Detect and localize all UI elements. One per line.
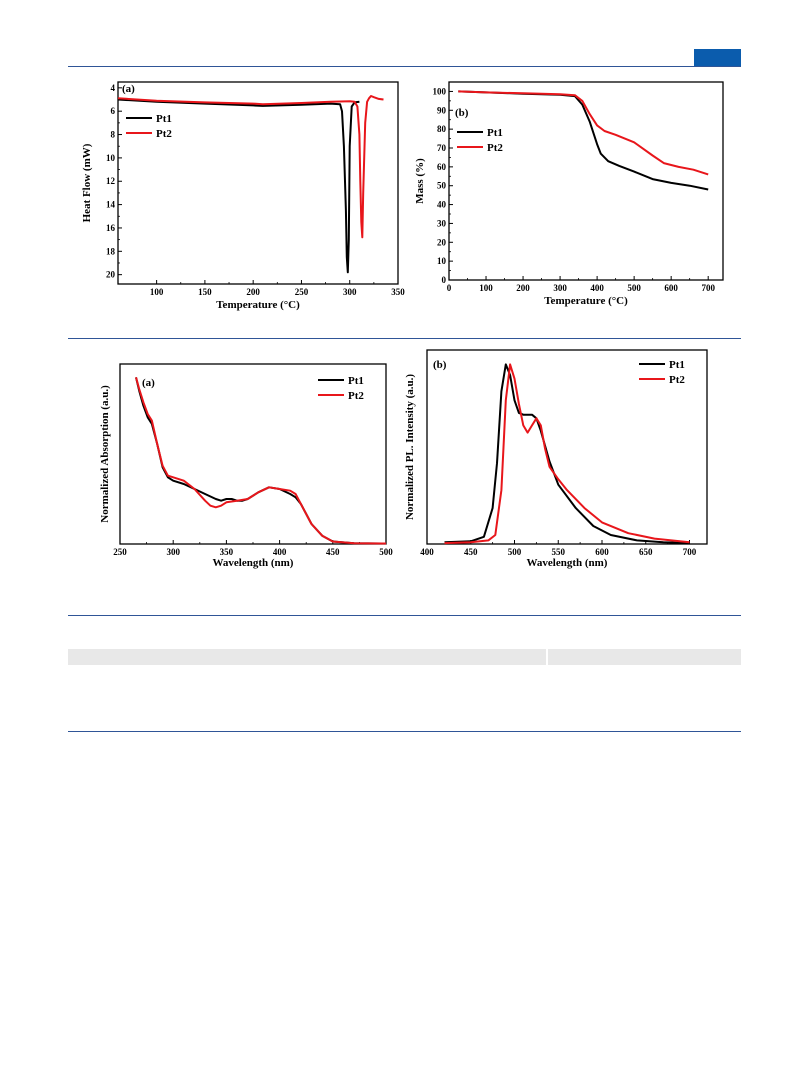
series-line-pt1: [135, 377, 387, 545]
x-tick-label: 350: [391, 287, 405, 297]
plot-frame: [117, 81, 399, 285]
y-tick-label: 16: [106, 223, 116, 233]
y-axis-label: Heat Flow (mW): [81, 143, 93, 222]
x-axis-label: Wavelength (nm): [527, 557, 608, 569]
y-axis-label: Mass (%): [414, 158, 426, 204]
x-tick-label: 450: [464, 547, 478, 557]
legend-label-pt1: Pt1: [669, 359, 685, 371]
y-tick-label: 0: [442, 275, 447, 285]
legend-label-pt2: Pt2: [669, 374, 685, 386]
x-tick-label: 500: [508, 547, 522, 557]
figure-tga: 0 100 200 300 400 500 600 700 0 10 20 30 40 50 60 70 80 9…: [413, 78, 733, 310]
table-bottom-rule: [68, 731, 741, 732]
y-tick-label: 14: [106, 200, 116, 210]
table-header-band: [68, 649, 741, 665]
tga-chart: 0 100 200 300 400 500 600 700 0 10 20 30 40 50 60 70 80 9…: [414, 81, 724, 307]
absorption-chart: 250 300 350 400 450 500 Wavelength (nm) Normali…: [99, 363, 393, 569]
panel-label: (a): [142, 377, 155, 389]
panel-label: (b): [455, 107, 469, 119]
y-tick-label: 10: [437, 256, 447, 266]
x-tick-label: 350: [220, 547, 234, 557]
y-tick-label: 12: [106, 176, 116, 186]
x-tick-label: 500: [379, 547, 393, 557]
plot-frame: [448, 81, 724, 281]
series-line-pt2: [444, 363, 690, 545]
x-tick-label: 0: [447, 283, 452, 293]
x-tick-label: 100: [150, 287, 164, 297]
y-tick-label: 40: [437, 200, 447, 210]
x-tick-label: 700: [683, 547, 697, 557]
x-tick-label: 250: [113, 547, 127, 557]
dsc-chart: 100 150 200 250 300 350 4 6 8 10 12 14 16 18 20 Tempera…: [81, 81, 405, 311]
x-tick-label: 400: [273, 547, 287, 557]
x-axis-label: Wavelength (nm): [213, 557, 294, 569]
x-tick-label: 300: [553, 283, 567, 293]
x-tick-label: 100: [479, 283, 493, 293]
legend-label-pt2: Pt2: [156, 128, 172, 140]
y-axis-label: Normalized PL. Intensity (a.u.): [404, 374, 416, 520]
x-tick-label: 150: [198, 287, 212, 297]
y-tick-label: 50: [437, 181, 447, 191]
y-tick-label: 18: [106, 246, 116, 256]
y-tick-label: 100: [433, 86, 447, 96]
y-tick-label: 70: [437, 143, 447, 153]
x-tick-label: 700: [701, 283, 715, 293]
y-tick-label: 30: [437, 218, 447, 228]
x-tick-label: 200: [246, 287, 260, 297]
figure-photoluminescence: 400 450 500 550 600 650 700 Wavelength (nm) Norm…: [404, 346, 715, 570]
y-tick-label: 8: [111, 130, 116, 140]
section-rule: [68, 338, 741, 339]
x-tick-label: 400: [420, 547, 434, 557]
series-line-pt2: [458, 90, 709, 176]
y-tick-label: 80: [437, 124, 447, 134]
x-tick-label: 650: [639, 547, 653, 557]
x-axis-label: Temperature (°C): [544, 295, 628, 307]
x-tick-label: 450: [326, 547, 340, 557]
x-tick-label: 200: [516, 283, 530, 293]
y-tick-label: 6: [111, 106, 116, 116]
x-tick-label: 400: [590, 283, 604, 293]
legend-label-pt1: Pt1: [156, 113, 172, 125]
series-line-pt1: [117, 98, 360, 274]
table-column-separator: [546, 649, 548, 665]
photoluminescence-chart: 400 450 500 550 600 650 700 Wavelength (nm) Norm…: [404, 349, 708, 569]
figure-dsc: 100 150 200 250 300 350 4 6 8 10 12 14 16 18 20 Tempera…: [80, 78, 405, 311]
panel-label: (a): [122, 83, 135, 95]
series-line-pt2: [117, 95, 384, 239]
legend-label-pt2: Pt2: [348, 390, 364, 402]
panel-label: (b): [433, 359, 447, 371]
header-rule: [68, 66, 741, 67]
x-tick-label: 300: [343, 287, 357, 297]
series-line-pt1: [444, 363, 690, 545]
legend-label-pt2: Pt2: [487, 142, 503, 154]
legend-label-pt1: Pt1: [348, 375, 364, 387]
x-tick-label: 600: [664, 283, 678, 293]
y-tick-label: 60: [437, 162, 447, 172]
y-tick-label: 90: [437, 105, 447, 115]
x-tick-label: 550: [552, 547, 566, 557]
x-tick-label: 500: [627, 283, 641, 293]
y-axis-label: Normalized Absorption (a.u.): [99, 385, 111, 523]
header-badge: [694, 49, 741, 66]
y-tick-label: 20: [106, 270, 116, 280]
y-tick-label: 10: [106, 153, 116, 163]
x-axis-label: Temperature (°C): [216, 299, 300, 311]
x-tick-label: 300: [166, 547, 180, 557]
y-tick-label: 20: [437, 237, 447, 247]
legend-label-pt1: Pt1: [487, 127, 503, 139]
plot-frame: [426, 349, 708, 545]
y-tick-label: 4: [111, 83, 116, 93]
x-tick-label: 600: [595, 547, 609, 557]
section-rule: [68, 615, 741, 616]
series-line-pt1: [458, 90, 709, 191]
series-line-pt2: [135, 377, 387, 545]
x-tick-label: 250: [295, 287, 309, 297]
figure-absorption: 250 300 350 400 450 500 Wavelength (nm) Normali…: [99, 346, 395, 570]
